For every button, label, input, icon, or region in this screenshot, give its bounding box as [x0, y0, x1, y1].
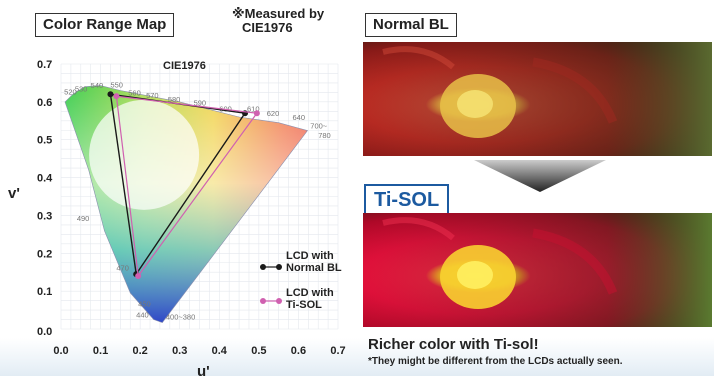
y-tick-label: 0.0	[37, 326, 52, 338]
wavelength-label: 640	[292, 113, 305, 122]
x-tick-label: 0.1	[93, 345, 108, 357]
wavelength-label: 520	[64, 87, 77, 96]
x-tick-label: 0.6	[291, 345, 306, 357]
wavelength-label: 780	[318, 131, 331, 140]
wavelength-label: 450	[138, 299, 151, 308]
y-tick-label: 0.5	[37, 135, 52, 147]
wavelength-label: 610	[247, 104, 260, 113]
gamut-triangle	[115, 95, 258, 278]
primary-point	[113, 93, 120, 100]
richer-color-caption: Richer color with Ti-sol!	[368, 336, 539, 353]
legend-tisol-label-1: LCD with	[286, 287, 334, 299]
normal-bl-flower-photo	[363, 42, 712, 156]
wavelength-label: 580	[168, 95, 181, 104]
y-tick-label: 0.4	[37, 173, 53, 185]
y-tick-label: 0.7	[37, 59, 52, 71]
wavelength-label: 700~	[310, 121, 328, 130]
x-tick-label: 0.2	[132, 345, 147, 357]
wavelength-label: 400~380	[166, 313, 195, 322]
gamut-series	[107, 91, 260, 279]
y-tick-label: 0.1	[37, 286, 52, 298]
primary-point	[107, 91, 114, 98]
disclaimer-text: *They might be different from the LCDs a…	[368, 356, 623, 367]
ti-sol-label: Ti-SOL	[364, 184, 450, 216]
legend-normal-marker	[260, 264, 282, 270]
legend-tisol-label-2: Ti-SOL	[286, 299, 322, 311]
x-tick-label: 0.0	[53, 345, 68, 357]
series-ti-sol	[113, 93, 260, 279]
x-tick-label: 0.3	[172, 345, 187, 357]
wavelength-label: 530	[75, 84, 88, 93]
color-range-map-title: Color Range Map	[35, 13, 175, 37]
legend-tisol-marker	[260, 298, 282, 304]
y-axis-label: v'	[8, 185, 20, 202]
ti-sol-flower-photo	[363, 213, 712, 327]
x-tick-label: 0.5	[251, 345, 266, 357]
chart-title: CIE1976	[163, 60, 206, 72]
measured-note: ※Measured by CIE1976	[232, 7, 324, 35]
y-tick-label: 0.2	[37, 248, 52, 260]
primary-point	[135, 273, 142, 279]
x-tick-label: 0.7	[330, 345, 345, 357]
down-arrow-icon	[474, 160, 606, 192]
wavelength-label: 590	[194, 99, 207, 108]
legend-normal-label-2: Normal BL	[286, 262, 342, 274]
y-tick-label: 0.3	[37, 210, 52, 222]
wavelength-label: 550	[110, 80, 123, 89]
bottom-gradient-band	[0, 338, 714, 376]
y-tick-label: 0.6	[37, 97, 52, 109]
x-axis-label: u'	[197, 363, 210, 376]
spectral-locus-outline	[64, 85, 309, 323]
legend-normal-label-1: LCD with	[286, 250, 334, 262]
x-tick-label: 0.4	[212, 345, 228, 357]
normal-bl-label: Normal BL	[365, 13, 457, 37]
wavelength-label: 490	[77, 214, 90, 223]
measured-note-line-2: CIE1976	[242, 20, 293, 35]
wavelength-label: 570	[146, 91, 159, 100]
wavelength-label: 470	[116, 263, 129, 272]
wavelength-label: 560	[128, 88, 141, 97]
primary-point	[253, 110, 260, 117]
chart-axes: 0.0 0.1 0.2 0.3 0.4 0.5 0.6 0.7 0.0 0.1 0.2 0.3 0.4 0…	[37, 59, 346, 357]
chart-legend: LCD with Normal BL LCD with Ti-SOL	[260, 250, 342, 311]
wavelength-label: 440	[136, 311, 149, 320]
wavelength-label: 620	[267, 109, 280, 118]
measured-note-line-1: ※Measured by	[232, 6, 325, 21]
wavelength-label: 540	[91, 81, 104, 90]
